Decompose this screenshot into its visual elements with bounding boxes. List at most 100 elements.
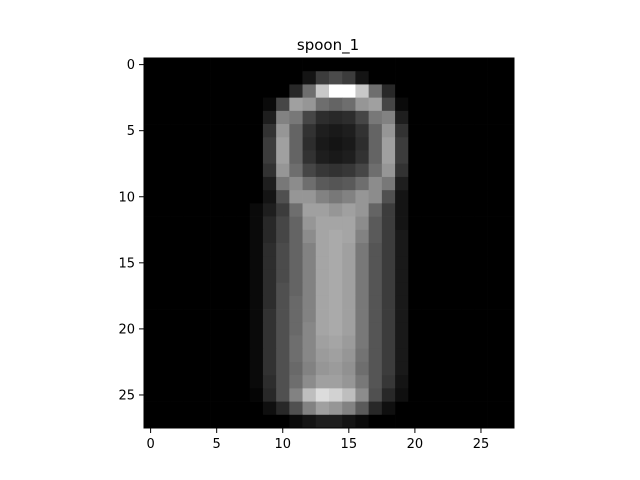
heatmap-cell <box>342 256 356 270</box>
heatmap-cell <box>315 124 330 138</box>
heatmap-cell <box>368 71 383 85</box>
heatmap-cell <box>381 295 396 310</box>
heatmap-cell <box>315 361 330 376</box>
heatmap-cell <box>315 282 330 297</box>
heatmap-cell <box>276 309 290 323</box>
heatmap-cell <box>474 348 488 363</box>
heatmap-cell <box>395 388 409 402</box>
heatmap-cell <box>368 335 383 350</box>
heatmap-cell <box>236 71 251 85</box>
heatmap-cell <box>434 414 449 429</box>
heatmap-cell <box>381 256 396 270</box>
heatmap-cell <box>262 282 277 297</box>
heatmap-cell <box>289 335 303 350</box>
heatmap-cell <box>487 137 502 151</box>
heatmap-cell <box>210 58 224 72</box>
heatmap-cell <box>421 295 436 310</box>
heatmap-cell <box>408 190 422 204</box>
heatmap-cell <box>210 216 224 231</box>
heatmap-cell <box>236 335 251 350</box>
heatmap-cell <box>315 163 330 178</box>
heatmap-cell <box>183 282 198 297</box>
heatmap-cell <box>500 190 515 204</box>
heatmap-cell <box>487 348 502 363</box>
heatmap-cell <box>170 97 184 112</box>
heatmap-cell <box>500 309 515 323</box>
heatmap-cell <box>461 243 475 257</box>
heatmap-cell <box>210 124 224 138</box>
heatmap-cell <box>355 71 369 85</box>
heatmap-cell <box>355 269 369 283</box>
heatmap-cell <box>262 124 277 138</box>
heatmap-cell <box>196 110 211 125</box>
heatmap-cell <box>302 361 317 376</box>
heatmap-cell <box>196 269 211 283</box>
heatmap-cell <box>474 388 488 402</box>
heatmap-cell <box>500 322 515 336</box>
heatmap-cell <box>196 348 211 363</box>
heatmap-cell <box>434 124 449 138</box>
heatmap-cell <box>381 84 396 98</box>
heatmap-cell <box>368 137 383 151</box>
heatmap-cell <box>144 322 158 336</box>
heatmap-cell <box>196 58 211 72</box>
heatmap-cell <box>342 282 356 297</box>
heatmap-cell <box>368 295 383 310</box>
heatmap-cell <box>381 216 396 231</box>
heatmap-cell <box>289 348 303 363</box>
heatmap-cell <box>276 243 290 257</box>
heatmap-cell <box>329 216 343 231</box>
heatmap-cell <box>342 163 356 178</box>
heatmap-cell <box>381 322 396 336</box>
heatmap-cell <box>355 348 369 363</box>
heatmap-cell <box>144 163 158 178</box>
heatmap-cell <box>355 229 369 244</box>
heatmap-cell <box>289 295 303 310</box>
heatmap-cell <box>196 388 211 402</box>
heatmap-cell <box>342 190 356 204</box>
heatmap-cell <box>342 137 356 151</box>
heatmap-cell <box>461 322 475 336</box>
heatmap-cell <box>395 282 409 297</box>
heatmap-cell <box>236 375 251 389</box>
heatmap-cell <box>447 295 462 310</box>
heatmap-cell <box>421 322 436 336</box>
heatmap-cell <box>276 110 290 125</box>
heatmap-cell <box>183 190 198 204</box>
heatmap-cell <box>289 176 303 191</box>
heatmap-cell <box>474 322 488 336</box>
heatmap-cell <box>355 97 369 112</box>
heatmap-cell <box>474 282 488 297</box>
heatmap-cell <box>421 110 436 125</box>
x-tick-label: 15 <box>341 437 358 452</box>
heatmap-cell <box>487 190 502 204</box>
heatmap-cell <box>421 176 436 191</box>
heatmap-cell <box>157 216 171 231</box>
heatmap-cell <box>342 414 356 429</box>
heatmap-cell <box>315 243 330 257</box>
heatmap-cell <box>408 414 422 429</box>
heatmap-cell <box>170 322 184 336</box>
heatmap-cell <box>210 243 224 257</box>
heatmap-cell <box>210 295 224 310</box>
heatmap-cell <box>157 414 171 429</box>
heatmap-cell <box>236 124 251 138</box>
heatmap-cell <box>170 163 184 178</box>
heatmap-cell <box>395 295 409 310</box>
heatmap-cell <box>289 388 303 402</box>
heatmap-cell <box>381 282 396 297</box>
heatmap-cell <box>223 150 237 165</box>
heatmap-cell <box>474 97 488 112</box>
heatmap-cell <box>183 163 198 178</box>
heatmap-cell <box>368 110 383 125</box>
heatmap-cell <box>381 309 396 323</box>
heatmap-cell <box>183 388 198 402</box>
heatmap-cell <box>170 190 184 204</box>
heatmap-cell <box>461 176 475 191</box>
heatmap-cell <box>487 97 502 112</box>
heatmap-cell <box>289 110 303 125</box>
heatmap-cell <box>223 388 237 402</box>
heatmap-cell <box>170 58 184 72</box>
heatmap-cell <box>289 256 303 270</box>
heatmap-cell <box>289 97 303 112</box>
